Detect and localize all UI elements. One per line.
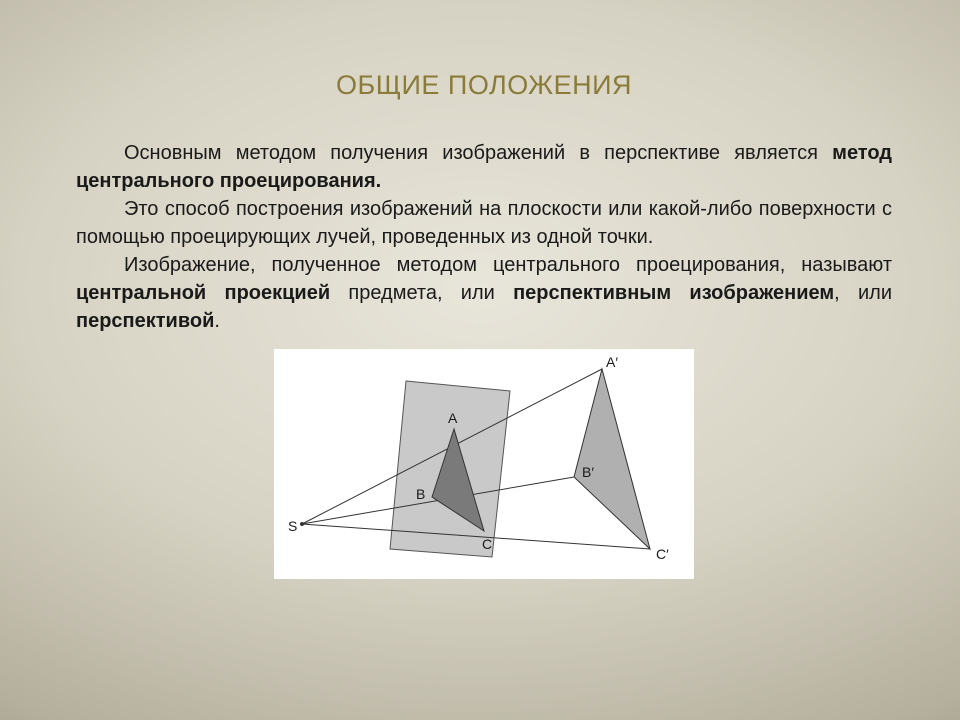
paragraph-1: Основным методом получения изображений в… <box>76 139 892 195</box>
svg-text:C′: C′ <box>656 546 669 562</box>
p3-text1: Изображение, полученное методом централь… <box>124 254 892 276</box>
p3-bold2: перспективным изображением <box>513 282 834 304</box>
svg-text:B′: B′ <box>582 464 594 480</box>
svg-text:A′: A′ <box>606 354 618 370</box>
p1-text1: Основным методом получения изображений в… <box>124 142 832 164</box>
p3-text3: , или <box>834 282 892 304</box>
paragraph-3: Изображение, полученное методом централь… <box>76 251 892 335</box>
svg-text:C: C <box>482 536 492 552</box>
p2-text1: Это способ построения изображений на пло… <box>76 198 892 248</box>
p3-bold3: перспективой <box>76 310 214 332</box>
page-title: ОБЩИЕ ПОЛОЖЕНИЯ <box>76 70 892 101</box>
svg-text:S: S <box>288 518 297 534</box>
p3-bold1: центральной проекцией <box>76 282 330 304</box>
p3-text2: предмета, или <box>330 282 513 304</box>
p3-text4: . <box>214 310 220 332</box>
body-text: Основным методом получения изображений в… <box>76 139 892 335</box>
slide: ОБЩИЕ ПОЛОЖЕНИЯ Основным методом получен… <box>0 0 960 720</box>
paragraph-2: Это способ построения изображений на пло… <box>76 195 892 251</box>
svg-text:B: B <box>416 486 425 502</box>
projection-diagram: S A B C A′ B′ C′ <box>274 349 694 579</box>
svg-text:A: A <box>448 410 458 426</box>
